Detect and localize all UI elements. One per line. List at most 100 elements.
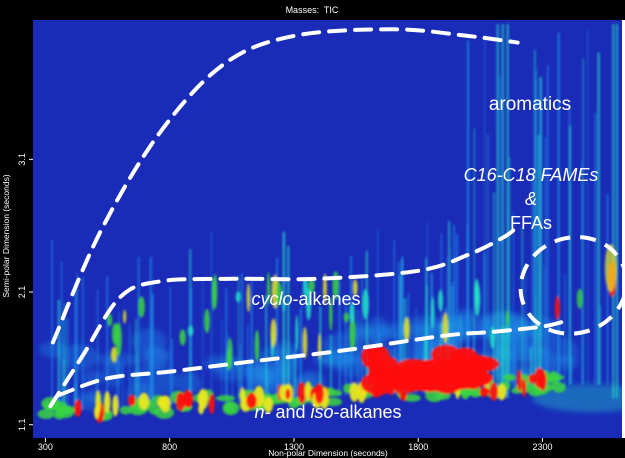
peak-spot xyxy=(285,388,291,400)
peak-spot xyxy=(138,296,145,318)
x-tick-label: 300 xyxy=(38,442,53,452)
peak-spot xyxy=(127,394,136,407)
peak-spot xyxy=(451,347,478,363)
peak-spot xyxy=(521,378,527,398)
peak-spot xyxy=(474,283,481,317)
peak-spot xyxy=(148,405,160,415)
x-axis-panel xyxy=(0,438,625,458)
peak-spot xyxy=(282,298,286,312)
label-aromatics: aromatics xyxy=(489,94,571,115)
peak-spot xyxy=(224,402,236,414)
peak-spot xyxy=(352,279,358,297)
x-tick-label: 1300 xyxy=(284,442,304,452)
peak-spot xyxy=(213,273,218,309)
chart-title: Masses: TIC xyxy=(286,5,339,15)
peak-spot xyxy=(56,405,75,419)
y-tick-label: 3.1 xyxy=(17,153,27,166)
peak-spot xyxy=(104,391,111,413)
peak-spot xyxy=(204,308,210,334)
peak-spot xyxy=(216,395,236,402)
peak-spot xyxy=(362,288,369,320)
peak-spot xyxy=(111,323,119,346)
peak-spot xyxy=(604,244,617,293)
label-n-iso-alkanes: n- and iso-alkanes xyxy=(254,402,401,422)
peak-spot xyxy=(438,289,444,312)
peak-spot xyxy=(490,325,496,349)
region-outline-0 xyxy=(50,27,520,345)
x-axis-title: Non-polar Dimension (seconds) xyxy=(268,448,388,458)
peak-spot xyxy=(182,390,194,408)
peak-spot xyxy=(343,312,349,323)
peak-spot xyxy=(297,382,307,404)
label-ffas: FFAs xyxy=(510,213,552,233)
haze-blob xyxy=(142,347,170,369)
peak-spot xyxy=(401,358,486,379)
peak-spot xyxy=(254,329,260,362)
peak-spot xyxy=(534,367,545,389)
peak-spot xyxy=(442,312,449,344)
peak-spot xyxy=(503,373,516,382)
peak-spot xyxy=(266,271,271,305)
peak-spot xyxy=(349,382,359,402)
peak-spot xyxy=(270,318,277,348)
peak-spot xyxy=(197,389,209,410)
peak-spot xyxy=(119,405,132,415)
peak-spot xyxy=(302,326,308,359)
peak-spot xyxy=(94,405,100,419)
title-bar xyxy=(0,0,625,20)
y-axis-panel xyxy=(0,20,33,458)
x-tick-label: 2300 xyxy=(532,442,552,452)
peak-spot xyxy=(235,291,241,303)
peak-spot xyxy=(123,309,127,324)
haze-blob xyxy=(175,371,202,396)
peak-spot xyxy=(349,313,356,352)
peak-spot xyxy=(112,394,119,417)
peak-spot xyxy=(110,346,118,363)
peak-spot xyxy=(548,373,564,381)
peak-spot xyxy=(37,409,55,419)
y-axis-title: Semi-polar Dimension (seconds) xyxy=(1,174,11,297)
peak-spot xyxy=(552,382,566,393)
peak-spot xyxy=(380,356,398,370)
peak-spot xyxy=(314,383,324,404)
peak-spot xyxy=(263,397,273,413)
peak-spot xyxy=(489,382,499,401)
haze-blob xyxy=(96,353,143,366)
peak-spot xyxy=(403,394,421,402)
peak-spot xyxy=(308,278,315,293)
peak-spot xyxy=(239,387,246,402)
peak-spot xyxy=(138,392,150,410)
haze-blob xyxy=(402,314,447,347)
peak-spot xyxy=(74,399,82,417)
y-tick-label: 2.1 xyxy=(17,286,27,299)
peak-spot xyxy=(295,314,299,352)
peak-spot xyxy=(496,383,507,401)
peak-spot xyxy=(516,369,522,392)
x-tick-label: 800 xyxy=(162,442,177,452)
haze-blob xyxy=(252,347,300,379)
peak-spot xyxy=(430,296,435,329)
region-outline-3 xyxy=(55,319,567,398)
region-outline-2 xyxy=(48,223,520,409)
haze-blob xyxy=(82,389,105,402)
peak-spot xyxy=(208,393,215,415)
peak-spot xyxy=(554,295,560,320)
peak-spot xyxy=(479,386,490,397)
peak-spot xyxy=(107,313,113,327)
peak-spot xyxy=(545,384,554,391)
peak-spot xyxy=(329,296,333,331)
peak-spot xyxy=(304,381,312,402)
peak-spot xyxy=(246,392,257,409)
peak-spot xyxy=(305,287,312,321)
peak-spot xyxy=(227,337,233,369)
peak-spot xyxy=(302,277,308,297)
peak-spot xyxy=(246,283,251,313)
label-cyclo-alkanes: cyclo-alkanes xyxy=(251,289,360,309)
peak-spot xyxy=(187,325,194,337)
peak-spot xyxy=(179,329,186,346)
peak-spot xyxy=(323,273,327,304)
peak-spot xyxy=(275,281,282,306)
region-outline-ellipse xyxy=(518,235,622,336)
